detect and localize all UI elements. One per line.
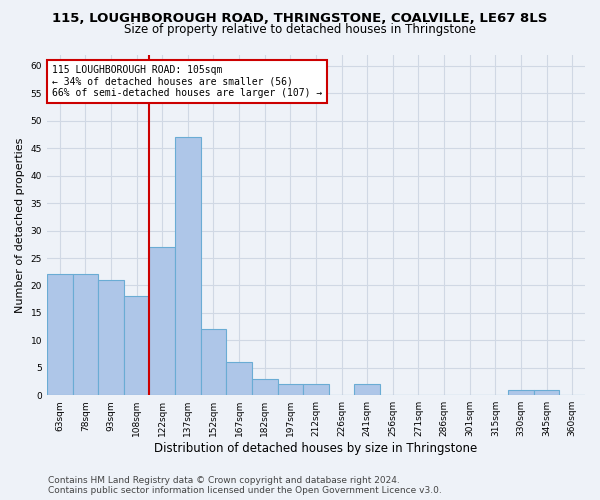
Y-axis label: Number of detached properties: Number of detached properties — [15, 138, 25, 313]
X-axis label: Distribution of detached houses by size in Thringstone: Distribution of detached houses by size … — [154, 442, 478, 455]
Text: Contains public sector information licensed under the Open Government Licence v3: Contains public sector information licen… — [48, 486, 442, 495]
Bar — [278, 384, 303, 395]
Text: 115, LOUGHBOROUGH ROAD, THRINGSTONE, COALVILLE, LE67 8LS: 115, LOUGHBOROUGH ROAD, THRINGSTONE, COA… — [52, 12, 548, 26]
Bar — [124, 296, 149, 395]
Bar — [226, 362, 252, 395]
Bar — [73, 274, 98, 395]
Bar — [252, 378, 278, 395]
Text: Size of property relative to detached houses in Thringstone: Size of property relative to detached ho… — [124, 22, 476, 36]
Text: Contains HM Land Registry data © Crown copyright and database right 2024.: Contains HM Land Registry data © Crown c… — [48, 476, 400, 485]
Text: 115 LOUGHBOROUGH ROAD: 105sqm
← 34% of detached houses are smaller (56)
66% of s: 115 LOUGHBOROUGH ROAD: 105sqm ← 34% of d… — [52, 65, 323, 98]
Bar — [149, 247, 175, 395]
Bar — [200, 330, 226, 395]
Bar — [508, 390, 534, 395]
Bar — [47, 274, 73, 395]
Bar — [355, 384, 380, 395]
Bar — [98, 280, 124, 395]
Bar — [175, 138, 200, 395]
Bar — [534, 390, 559, 395]
Bar — [303, 384, 329, 395]
